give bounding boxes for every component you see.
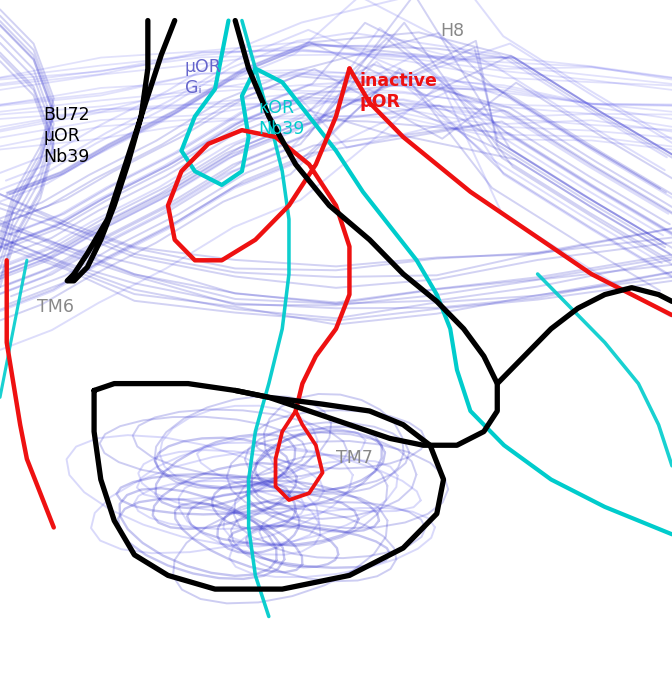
Text: TM7: TM7 xyxy=(336,449,373,466)
Text: μOR
Gᵢ: μOR Gᵢ xyxy=(185,58,222,97)
Text: κOR
Nb39: κOR Nb39 xyxy=(259,99,305,138)
Text: H8: H8 xyxy=(440,22,464,40)
Text: TM6: TM6 xyxy=(37,298,74,316)
Text: BU72
μOR
Nb39: BU72 μOR Nb39 xyxy=(44,106,90,166)
Text: inactive
μOR: inactive μOR xyxy=(360,72,437,111)
